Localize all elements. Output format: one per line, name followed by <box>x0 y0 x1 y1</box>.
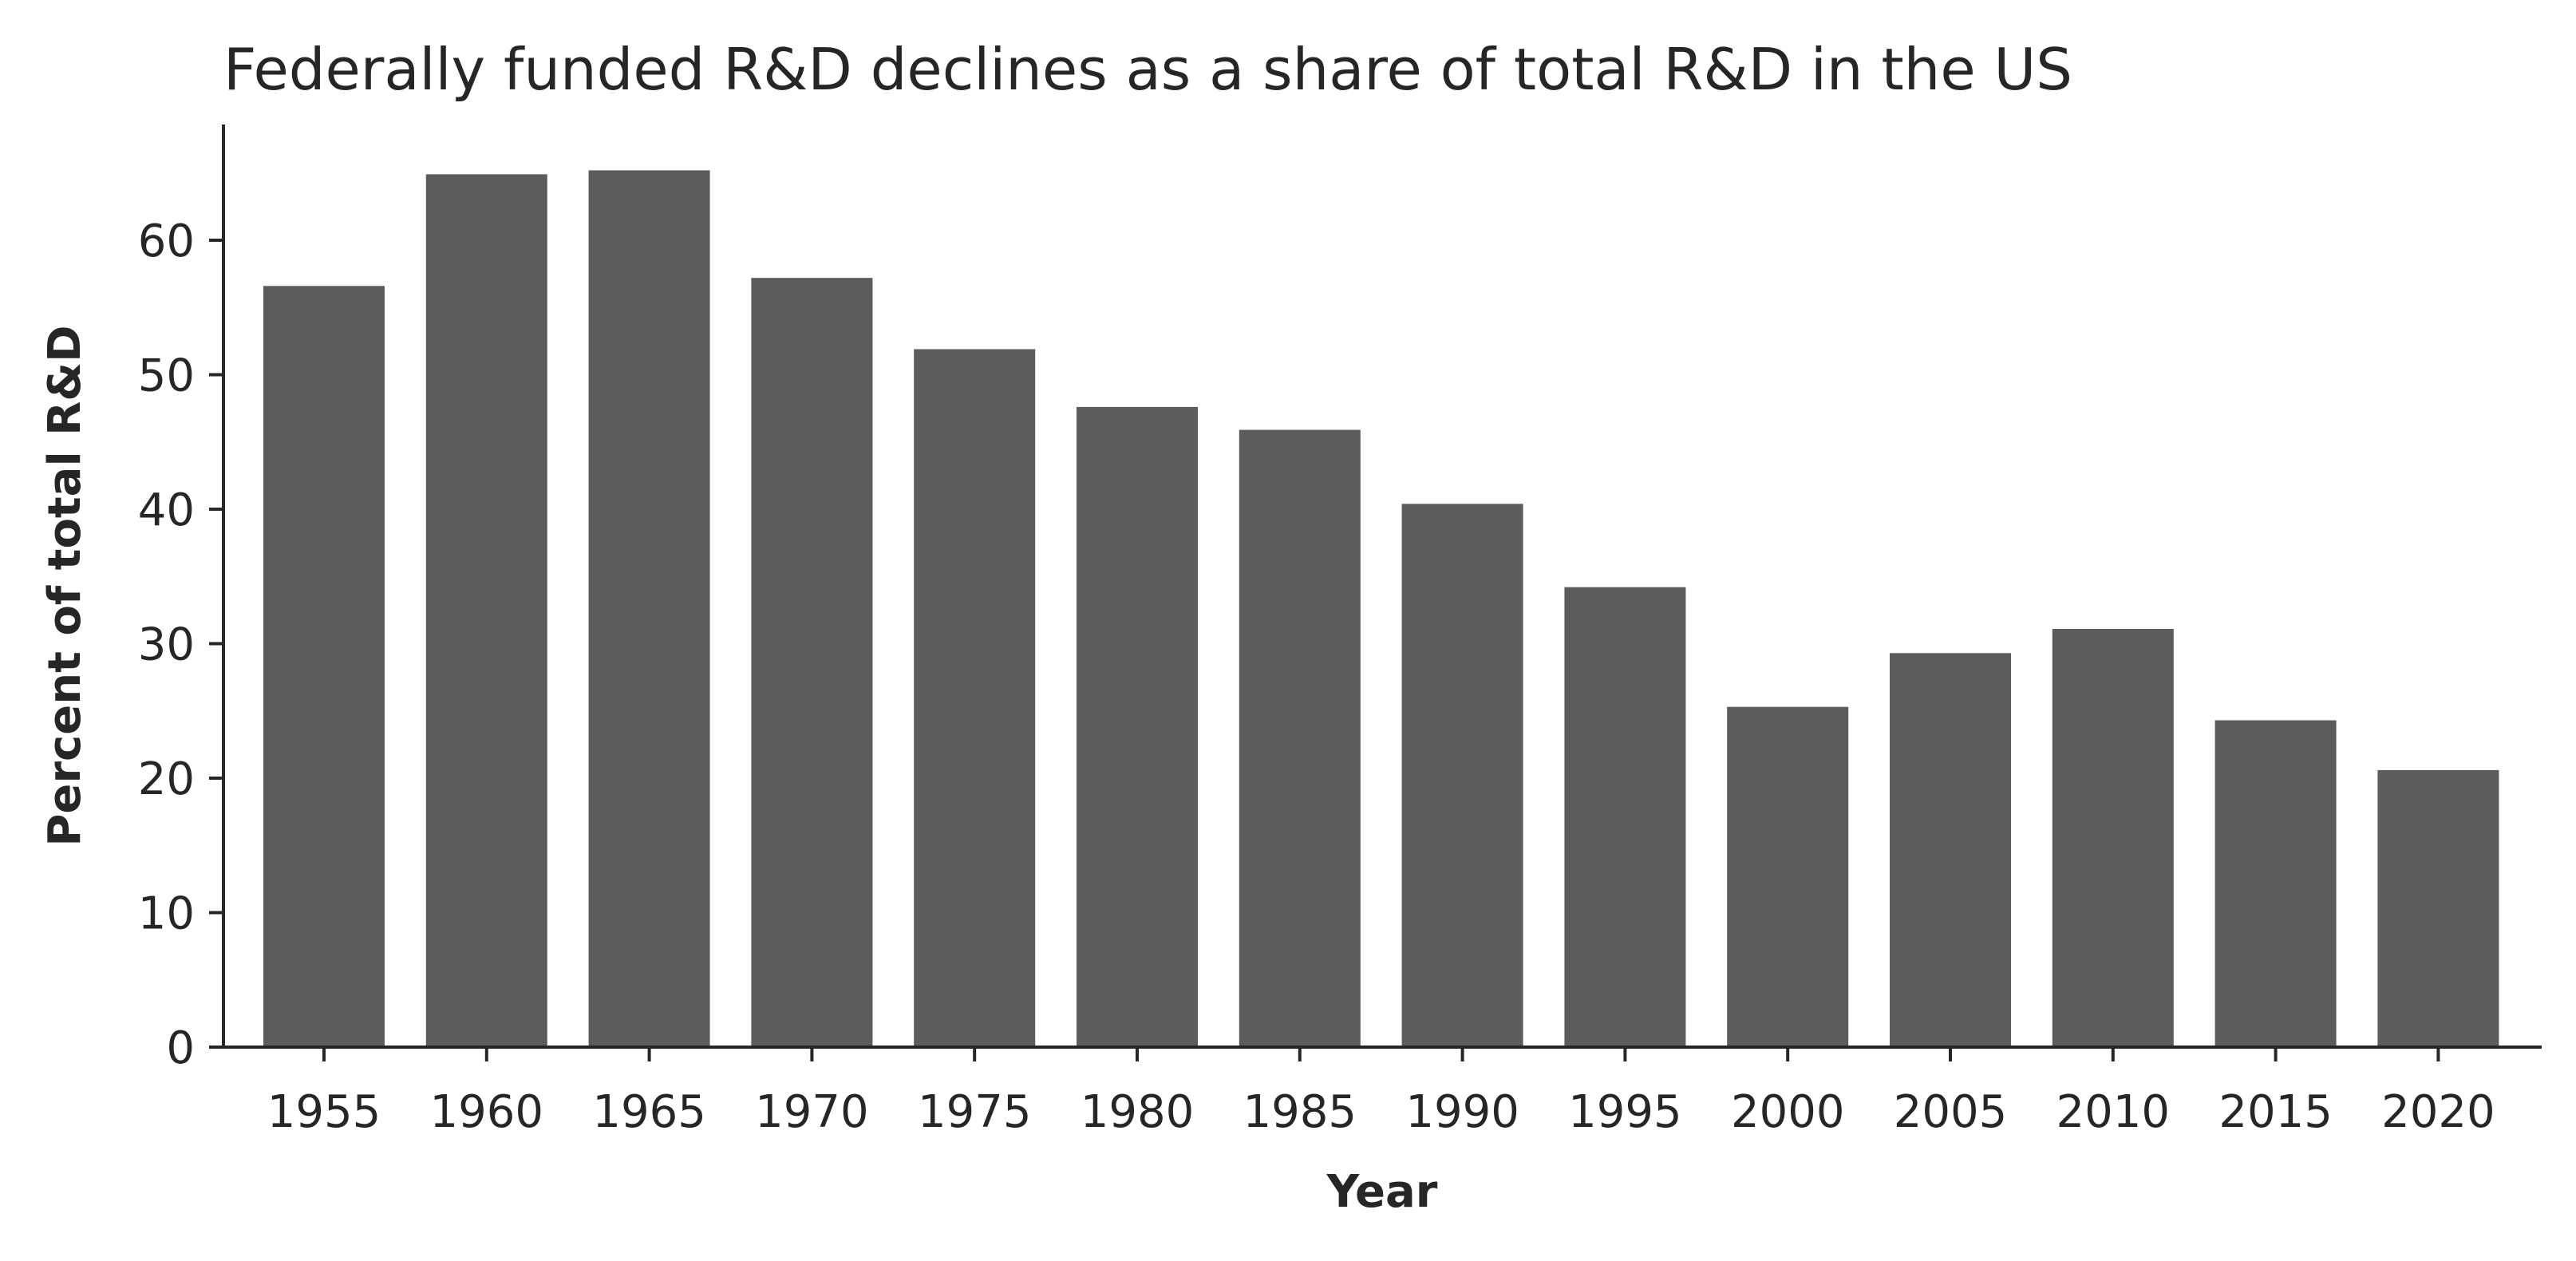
x-tick-label: 1980 <box>1081 1086 1195 1138</box>
bar-1985 <box>1239 429 1361 1047</box>
x-tick-label: 2005 <box>1894 1086 2008 1138</box>
x-ticks-group: 1955 1960 1965 1970 1975 1980 1985 1990 1995 2000… <box>267 1047 2495 1138</box>
x-tick-label: 1975 <box>918 1086 1032 1138</box>
bar-1960 <box>425 174 547 1047</box>
y-tick-label: 30 <box>138 619 195 671</box>
y-tick-label: 50 <box>138 350 195 402</box>
bar-2005 <box>1890 653 2011 1047</box>
y-tick-label: 0 <box>166 1022 195 1074</box>
x-tick-label: 1970 <box>755 1086 869 1138</box>
bar-1980 <box>1077 406 1198 1047</box>
bar-2000 <box>1727 706 1849 1047</box>
bar-1990 <box>1401 504 1523 1047</box>
x-tick-label: 2015 <box>2218 1086 2333 1138</box>
chart-title: Federally funded R&D declines as a share… <box>223 36 2072 103</box>
x-tick-label: 2020 <box>2381 1086 2495 1138</box>
y-tick-label: 20 <box>138 753 195 805</box>
bar-1955 <box>263 286 385 1047</box>
bar-1970 <box>751 278 873 1047</box>
x-tick-label: 1985 <box>1243 1086 1357 1138</box>
x-tick-label: 2010 <box>2056 1086 2171 1138</box>
bar-2015 <box>2214 720 2337 1047</box>
y-tick-label: 40 <box>138 484 195 536</box>
bars-group <box>263 170 2499 1047</box>
x-tick-label: 1965 <box>592 1086 706 1138</box>
y-tick-label: 10 <box>138 888 195 940</box>
bar-2010 <box>2052 629 2174 1047</box>
y-axis-label: Percent of total R&D <box>39 325 91 846</box>
x-tick-label: 1990 <box>1405 1086 1519 1138</box>
y-ticks-group: 0 10 20 30 40 50 60 <box>138 215 223 1074</box>
x-tick-label: 1960 <box>430 1086 544 1138</box>
bar-1995 <box>1564 587 1686 1047</box>
bar-1965 <box>588 170 710 1047</box>
x-axis-label: Year <box>1326 1166 1438 1218</box>
bar-2020 <box>2377 769 2499 1047</box>
bar-1975 <box>914 349 1036 1047</box>
x-tick-label: 1955 <box>267 1086 381 1138</box>
x-tick-label: 2000 <box>1731 1086 1845 1138</box>
x-tick-label: 1995 <box>1568 1086 1682 1138</box>
y-tick-label: 60 <box>138 215 195 267</box>
